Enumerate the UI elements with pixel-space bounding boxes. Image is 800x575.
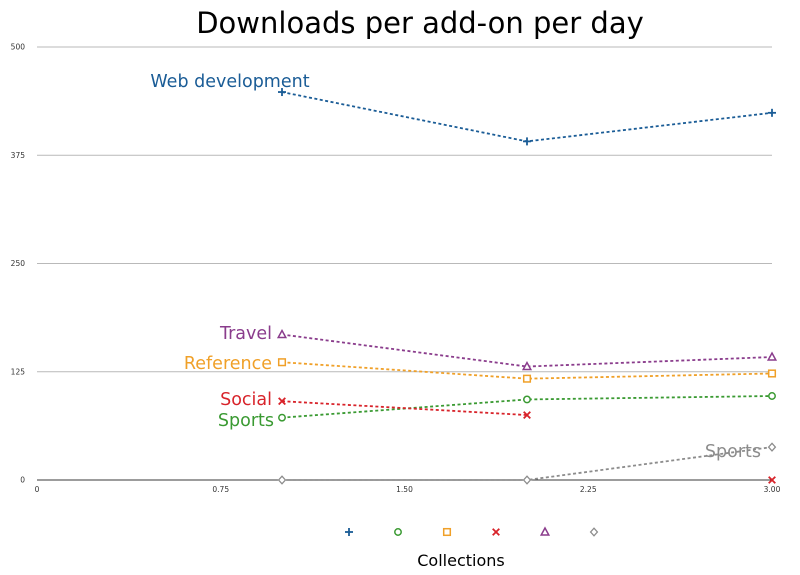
series-labels: Web developmentTravelReferenceSocialSpor… <box>150 72 761 462</box>
x-tick-label: 0.75 <box>212 485 229 494</box>
data-point-reference-1 <box>277 358 287 367</box>
legend-marker-social <box>492 528 500 536</box>
y-tick-label: 375 <box>11 151 26 160</box>
data-point-sports-green-1 <box>278 413 286 422</box>
data-point-webdev-1 <box>278 88 286 97</box>
data-point-social-2 <box>523 411 531 419</box>
series-label-travel: Travel <box>219 324 272 344</box>
series-line-sports-gray <box>282 446 773 481</box>
data-point-reference-2 <box>522 374 532 383</box>
data-point-travel-3 <box>766 351 778 361</box>
series-travel <box>276 328 778 371</box>
data-point-sports-gray-1 <box>277 475 287 485</box>
data-point-social-1 <box>278 397 286 406</box>
series-line-sports-green <box>281 395 773 419</box>
series-social <box>278 397 776 484</box>
y-tick-label: 0 <box>20 476 25 485</box>
legend-marker-webdev <box>345 528 353 536</box>
series-reference <box>277 358 777 383</box>
data-point-sports-green-3 <box>768 392 776 400</box>
x-axis-ticks: 0 0.75 1.50 2.25 3.00 <box>35 485 781 494</box>
series-sports-gray <box>277 442 777 485</box>
series-sports-green <box>278 392 776 422</box>
x-tick-label: 3.00 <box>764 485 781 494</box>
y-tick-label: 125 <box>11 367 26 376</box>
series-line-webdev <box>281 91 773 143</box>
chart-title: Downloads per add-on per day <box>196 6 644 40</box>
data-point-travel-2 <box>521 360 533 371</box>
y-axis-ticks: 0 125 250 375 500 <box>11 43 26 485</box>
x-axis-label: Collections <box>417 551 504 570</box>
series-label-social: Social <box>220 390 272 410</box>
x-tick-label: 0 <box>35 485 40 494</box>
series-layer <box>276 88 778 485</box>
series-label-sports-gray: Sports <box>705 442 761 462</box>
legend <box>345 526 599 537</box>
data-point-webdev-3 <box>768 108 776 117</box>
y-tick-label: 250 <box>11 259 26 268</box>
data-point-sports-gray-3 <box>767 442 777 452</box>
x-tick-label: 1.50 <box>396 485 413 494</box>
legend-marker-sports-gray <box>589 527 599 537</box>
data-point-sports-gray-2 <box>522 475 532 485</box>
series-webdev <box>278 88 776 146</box>
legend-marker-travel <box>539 526 551 536</box>
series-line-social <box>281 400 528 416</box>
data-point-social-3 <box>768 476 776 484</box>
gridlines <box>37 46 772 481</box>
data-point-webdev-2 <box>523 137 531 146</box>
y-tick-label: 500 <box>11 43 26 52</box>
series-line-reference <box>281 361 773 380</box>
legend-marker-reference <box>442 527 452 537</box>
x-tick-label: 2.25 <box>580 485 597 494</box>
series-label-webdev: Web development <box>150 72 309 92</box>
legend-marker-sports-green <box>394 528 402 536</box>
data-point-travel-1 <box>276 328 288 339</box>
data-point-sports-green-2 <box>523 395 531 404</box>
series-label-sports-green: Sports <box>218 411 274 431</box>
data-point-reference-3 <box>767 369 777 378</box>
series-label-reference: Reference <box>184 354 272 374</box>
